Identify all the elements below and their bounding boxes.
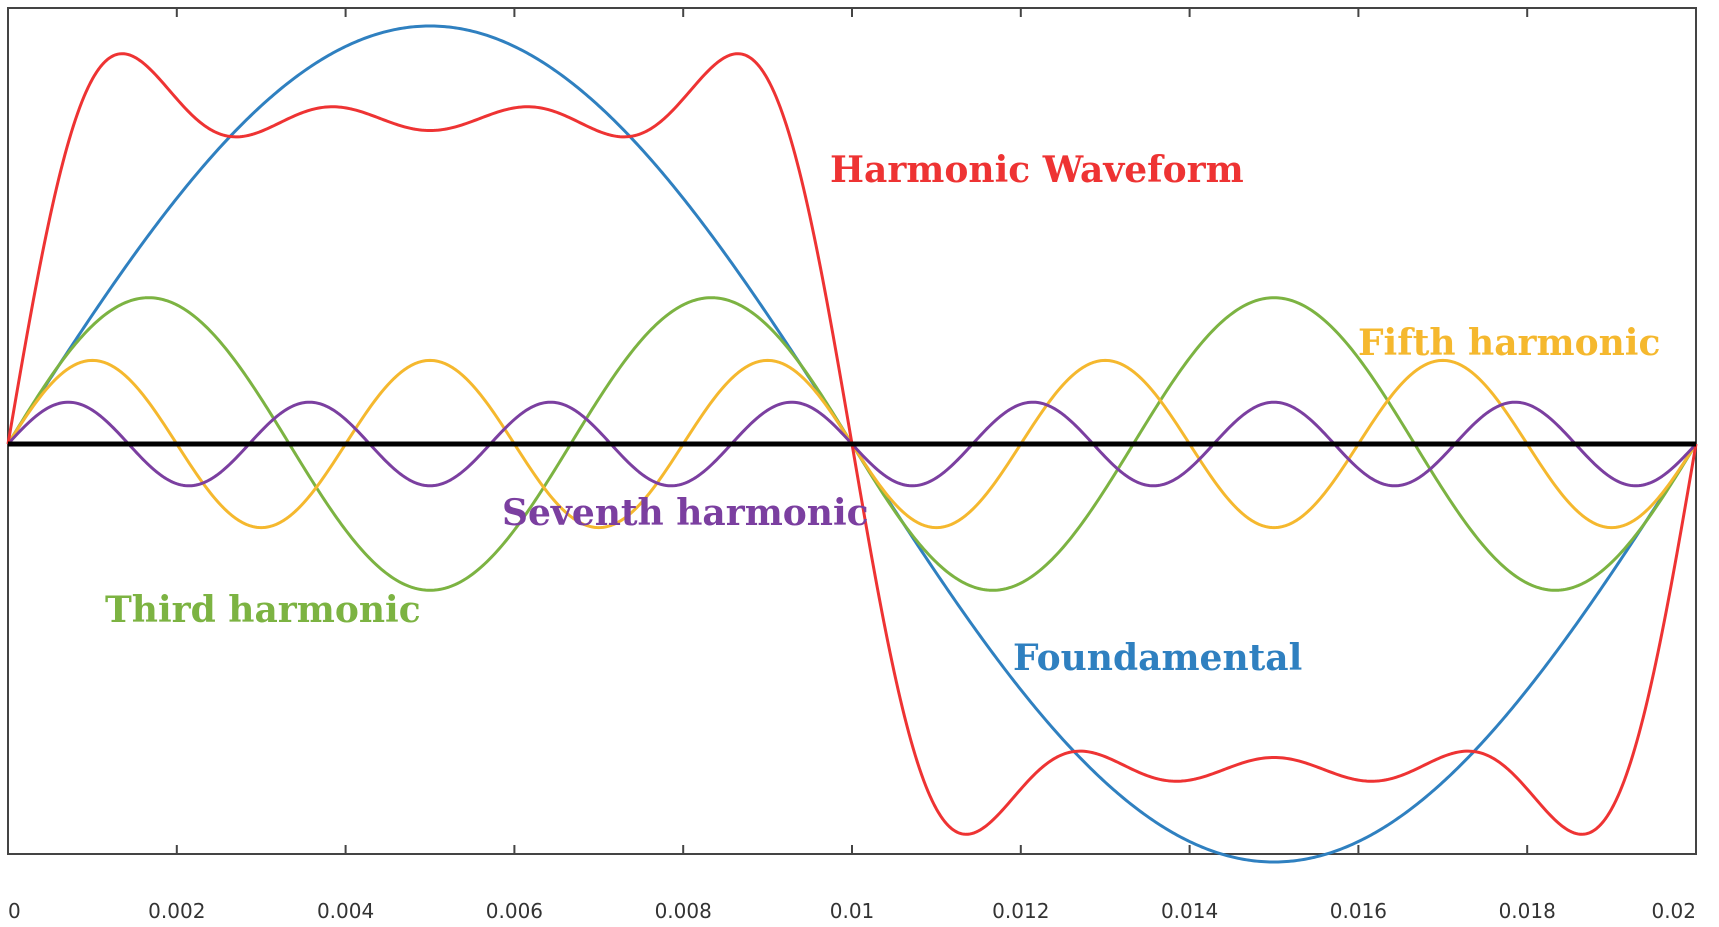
x-axis-ticks: 0 0.002 0.004 0.006 0.008 0.01 0.012 0.014 0.016… [7,8,1697,923]
label-harmonic-waveform: Harmonic Waveform [830,149,1244,191]
label-fundamental: Foundamental [1013,637,1302,679]
label-seventh-harmonic: Seventh harmonic [502,492,869,534]
x-tick-label: 0.02 [1651,899,1696,923]
x-tick-label: 0.004 [317,899,374,923]
x-tick-label: 0.008 [655,899,712,923]
label-third-harmonic: Third harmonic [105,589,421,631]
x-tick-label: 0.01 [830,899,875,923]
plot-frame [7,7,1697,855]
x-tick-label: 0.018 [1499,899,1556,923]
x-tick-label: 0 [8,899,21,923]
x-tick-label: 0.006 [486,899,543,923]
x-tick-label: 0.014 [1161,899,1218,923]
x-tick-label: 0.016 [1330,899,1387,923]
label-fifth-harmonic: Fifth harmonic [1358,322,1660,364]
x-tick-label: 0.002 [148,899,205,923]
x-tick-label: 0.012 [992,899,1049,923]
